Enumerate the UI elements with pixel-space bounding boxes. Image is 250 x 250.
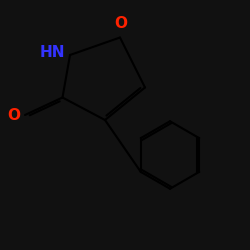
Text: O: O bbox=[115, 16, 128, 31]
Text: O: O bbox=[7, 108, 20, 122]
Text: HN: HN bbox=[40, 45, 65, 60]
